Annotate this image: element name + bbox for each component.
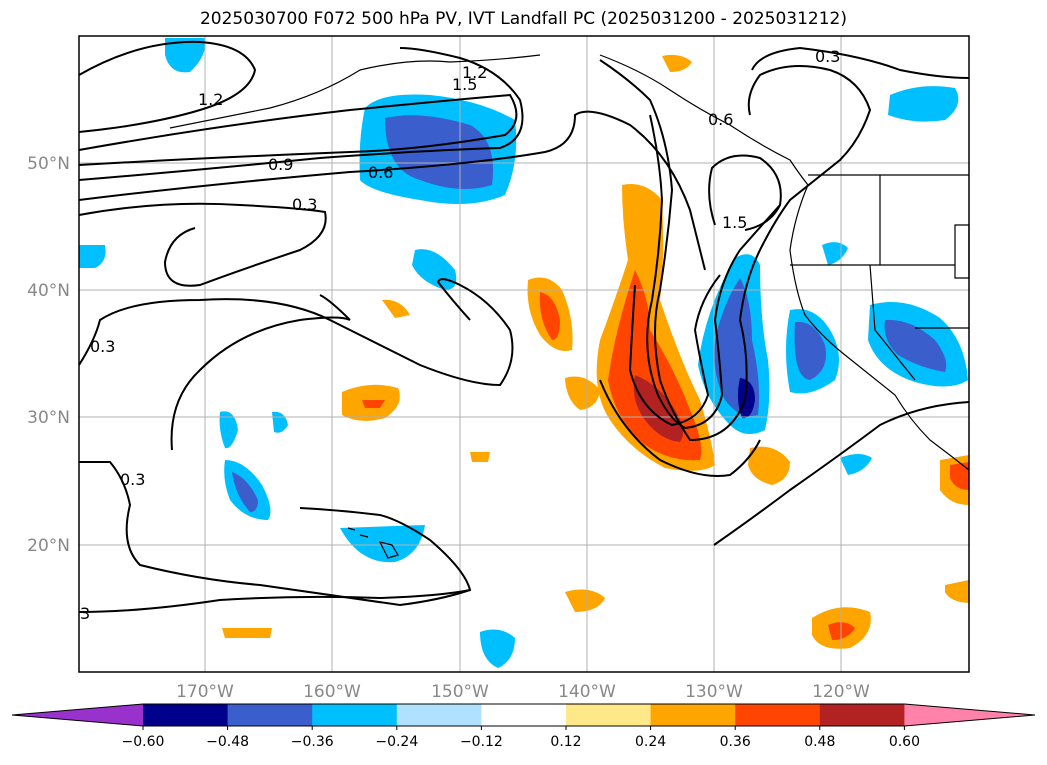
contour-label: 1.2 (198, 90, 223, 109)
colorbar-tick-label: 0.12 (550, 734, 581, 750)
colorbar-segment (735, 704, 821, 726)
longitude-label: 170°W (176, 682, 234, 702)
contour-central-low (170, 294, 351, 451)
negative-anomaly-west-pacific-inner (232, 472, 258, 512)
alaska-coast (169, 54, 541, 129)
positive-anomaly-small-5 (565, 589, 605, 612)
state-border-3 (869, 264, 916, 381)
positive-anomaly-small-3 (565, 376, 600, 410)
colorbar-segment (819, 704, 905, 726)
colorbar-tick-label: 0.24 (635, 734, 666, 750)
positive-anomaly-small-6 (222, 628, 272, 638)
contour-label: 0.3 (292, 195, 317, 214)
map-frame (78, 35, 970, 673)
latitude-label: 50°N (27, 154, 70, 174)
positive-anomaly-small-2 (748, 446, 790, 485)
contour-south-central (599, 379, 761, 477)
negative-anomaly-south (480, 629, 515, 668)
latitude-label: 40°N (27, 281, 70, 301)
colorbar-tick-label: −0.60 (122, 734, 165, 750)
contour-label: 0.3 (90, 337, 115, 356)
contour-nw-canada (751, 46, 970, 79)
longitude-label: 160°W (303, 682, 361, 702)
negative-anomaly-southwest-us-inner (884, 319, 947, 372)
hawaii-islands (347, 527, 399, 559)
contour-label: 3 (80, 604, 90, 623)
contour-label: 0.3 (120, 470, 145, 489)
positive-anomaly-east-small (945, 580, 969, 603)
colorbar-tick-label: −0.24 (375, 734, 418, 750)
negative-anomaly-west-edge (79, 245, 106, 268)
contour-label: 1.2 (462, 63, 487, 82)
map-title: 2025030700 F072 500 hPa PV, IVT Landfall… (199, 9, 847, 29)
longitude-label: 130°W (685, 682, 743, 702)
contour-label: 0.6 (368, 163, 393, 182)
contour-trough-deep (628, 274, 721, 427)
colorbar-tick-label: 0.48 (804, 734, 835, 750)
negative-anomaly-hawaii (340, 525, 425, 563)
positive-anomaly-main-band-inner (608, 270, 702, 461)
negative-anomaly-small-1 (219, 411, 238, 449)
contour-0-9 (78, 47, 524, 181)
longitude-label: 120°W (812, 682, 870, 702)
colorbar-tick-label: −0.48 (206, 734, 249, 750)
colorbar-tick-label: 0.36 (720, 734, 751, 750)
positive-anomaly-north (662, 54, 692, 72)
colorbar-segment (566, 704, 652, 726)
latitude-label: 20°N (27, 536, 70, 556)
contour-label: 0.9 (268, 155, 293, 174)
colorbar-segment (227, 704, 313, 726)
contour-1-5-north (78, 93, 518, 166)
contour-east-south (713, 401, 970, 546)
colorbar: −0.60 −0.48 −0.36 −0.24 −0.12 0.12 0.24 0.36 0.4… (11, 703, 1036, 750)
contour-label: 1.5 (722, 213, 747, 232)
contour-1-2-north (78, 40, 257, 133)
colorbar-segment (396, 704, 482, 726)
positive-anomaly-140w-inner (539, 292, 560, 340)
contour-label: 1.5 (452, 75, 477, 94)
contour-label: 0.3 (815, 47, 840, 66)
negative-anomaly-gulf-alaska-core (385, 115, 494, 189)
contour-0-3-large (78, 278, 514, 387)
negative-anomaly-canada (888, 86, 959, 122)
positive-anomaly-tiny (470, 452, 490, 462)
contour-labels: 1.2 1.5 1.2 0.9 0.6 0.3 0.3 0.3 0.3 3 1.… (80, 47, 840, 623)
contour-0-3-west (78, 202, 327, 287)
positive-anomaly-small-1-core (362, 400, 385, 408)
contour-south-wide (78, 507, 472, 613)
positive-anomaly-tiny-2 (382, 299, 410, 318)
west-us-coast (789, 184, 970, 471)
negative-anomaly-north-left (165, 38, 206, 73)
colorbar-tick-label: −0.12 (460, 734, 503, 750)
colorbar-extend-high (904, 704, 1035, 726)
negative-anomaly-california-inner (794, 321, 826, 380)
latitude-labels: 50°N 40°N 30°N 20°N (27, 154, 70, 556)
longitude-label: 150°W (431, 682, 489, 702)
pv-contours (78, 40, 970, 613)
bc-coast (599, 54, 809, 186)
coastlines (169, 54, 970, 559)
contour-trough-1-5 (708, 154, 782, 231)
colorbar-segment (312, 704, 398, 726)
negative-anomaly-baja (840, 454, 872, 475)
colorbar-tick-label: 0.60 (889, 734, 920, 750)
contour-label: 0.6 (708, 110, 733, 129)
longitude-labels: 170°W 160°W 150°W 140°W 130°W 120°W (176, 682, 870, 702)
contour-trough-outer (599, 59, 872, 442)
positive-anomaly-east-edge-core (950, 462, 969, 490)
colorbar-tick-label: −0.36 (291, 734, 334, 750)
colorbar-segment (481, 704, 567, 726)
colorbar-segment (650, 704, 736, 726)
latitude-label: 30°N (27, 408, 70, 428)
colorbar-extend-low (12, 704, 143, 726)
longitude-label: 140°W (558, 682, 616, 702)
contour-outer-loop (79, 461, 471, 607)
contour-trough-inner (646, 114, 781, 430)
contour-0-6 (78, 110, 706, 271)
colorbar-segment (143, 704, 229, 726)
